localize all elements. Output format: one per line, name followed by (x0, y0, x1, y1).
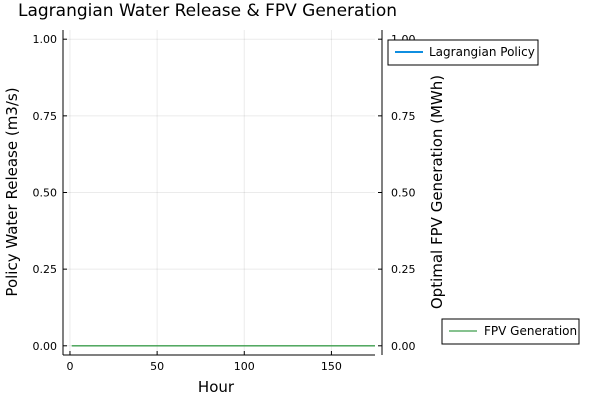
left-y-tick-label: 1.00 (33, 33, 58, 46)
x-tick-label: 50 (150, 360, 164, 373)
x-ticks: 0 50 100 150 (66, 351, 342, 373)
x-tick-label: 150 (321, 360, 342, 373)
legend-policy-label: Lagrangian Policy (429, 45, 535, 59)
left-y-tick-label: 0.50 (33, 187, 58, 200)
right-y-axis-label: Optimal FPV Generation (MWh) (428, 75, 446, 309)
left-y-axis-label: Policy Water Release (m3/s) (3, 87, 21, 296)
gridlines (63, 30, 375, 355)
right-y-ticks: 0.000.250.500.751.00 (378, 33, 416, 353)
right-y-tick-label: 0.75 (391, 110, 416, 123)
right-y-tick-label: 0.00 (391, 340, 416, 353)
right-y-tick-label: 0.50 (391, 187, 416, 200)
x-tick-label: 100 (234, 360, 255, 373)
legend-policy: Lagrangian Policy (387, 39, 539, 66)
legend-fpv: FPV Generation (441, 318, 580, 345)
right-y-tick-label: 0.25 (391, 263, 416, 276)
left-y-ticks: 0.00 0.25 0.50 0.75 1.00 (33, 33, 67, 353)
left-y-tick-label: 0.75 (33, 110, 58, 123)
x-tick-label: 0 (66, 360, 73, 373)
x-axis-label: Hour (198, 378, 235, 396)
chart-title: Lagrangian Water Release & FPV Generatio… (18, 1, 397, 21)
legend-fpv-label: FPV Generation (484, 324, 577, 338)
left-y-tick-label: 0.00 (33, 340, 58, 353)
left-y-tick-label: 0.25 (33, 263, 58, 276)
